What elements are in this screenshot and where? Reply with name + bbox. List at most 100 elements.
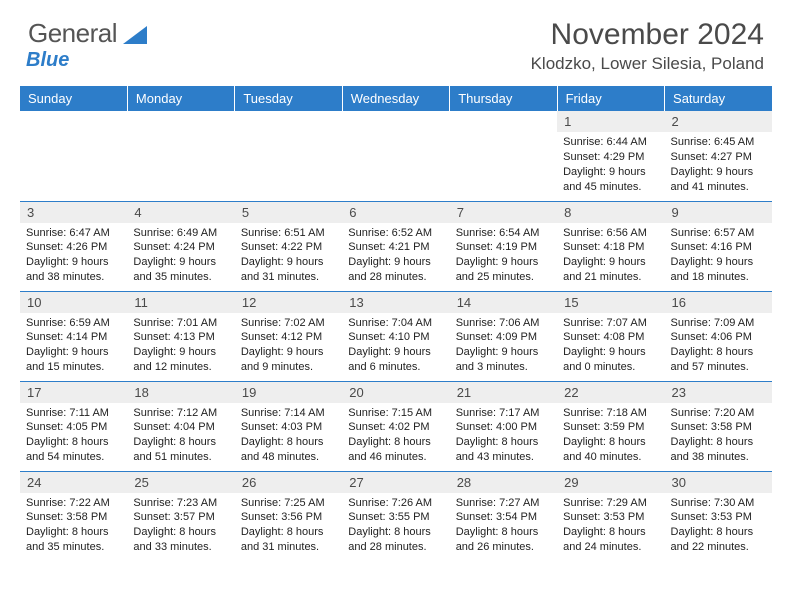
weekday-header: Sunday — [20, 86, 127, 111]
calendar-cell: 5Sunrise: 6:51 AMSunset: 4:22 PMDaylight… — [235, 201, 342, 291]
day-info: Sunrise: 7:25 AMSunset: 3:56 PMDaylight:… — [235, 493, 342, 557]
day-number: 25 — [127, 472, 234, 493]
calendar-cell: 27Sunrise: 7:26 AMSunset: 3:55 PMDayligh… — [342, 471, 449, 561]
calendar-cell: 17Sunrise: 7:11 AMSunset: 4:05 PMDayligh… — [20, 381, 127, 471]
day-number: 29 — [557, 472, 664, 493]
calendar-cell: 23Sunrise: 7:20 AMSunset: 3:58 PMDayligh… — [665, 381, 772, 471]
calendar-cell: 3Sunrise: 6:47 AMSunset: 4:26 PMDaylight… — [20, 201, 127, 291]
day-number: 17 — [20, 382, 127, 403]
day-info: Sunrise: 7:06 AMSunset: 4:09 PMDaylight:… — [450, 313, 557, 377]
calendar-week: 10Sunrise: 6:59 AMSunset: 4:14 PMDayligh… — [20, 291, 772, 381]
day-number: 21 — [450, 382, 557, 403]
calendar-cell: 16Sunrise: 7:09 AMSunset: 4:06 PMDayligh… — [665, 291, 772, 381]
day-number: 26 — [235, 472, 342, 493]
day-number: 27 — [342, 472, 449, 493]
calendar-body: 1Sunrise: 6:44 AMSunset: 4:29 PMDaylight… — [20, 111, 772, 561]
day-number: 2 — [665, 111, 772, 132]
calendar-cell: 30Sunrise: 7:30 AMSunset: 3:53 PMDayligh… — [665, 471, 772, 561]
day-info: Sunrise: 6:57 AMSunset: 4:16 PMDaylight:… — [665, 223, 772, 287]
day-info: Sunrise: 7:04 AMSunset: 4:10 PMDaylight:… — [342, 313, 449, 377]
day-info: Sunrise: 7:12 AMSunset: 4:04 PMDaylight:… — [127, 403, 234, 467]
day-number: 19 — [235, 382, 342, 403]
day-number: 5 — [235, 202, 342, 223]
calendar-cell: 4Sunrise: 6:49 AMSunset: 4:24 PMDaylight… — [127, 201, 234, 291]
weekday-row: SundayMondayTuesdayWednesdayThursdayFrid… — [20, 86, 772, 111]
weekday-header: Friday — [557, 86, 664, 111]
day-number: 16 — [665, 292, 772, 313]
calendar-cell: 28Sunrise: 7:27 AMSunset: 3:54 PMDayligh… — [450, 471, 557, 561]
day-number: 14 — [450, 292, 557, 313]
title-block: November 2024 Klodzko, Lower Silesia, Po… — [531, 18, 764, 74]
logo-sub: Blue — [26, 49, 69, 71]
calendar-cell — [342, 111, 449, 201]
day-info: Sunrise: 7:20 AMSunset: 3:58 PMDaylight:… — [665, 403, 772, 467]
day-number: 4 — [127, 202, 234, 223]
calendar-cell: 21Sunrise: 7:17 AMSunset: 4:00 PMDayligh… — [450, 381, 557, 471]
day-info: Sunrise: 7:09 AMSunset: 4:06 PMDaylight:… — [665, 313, 772, 377]
day-info: Sunrise: 7:07 AMSunset: 4:08 PMDaylight:… — [557, 313, 664, 377]
calendar-cell — [235, 111, 342, 201]
calendar-cell: 22Sunrise: 7:18 AMSunset: 3:59 PMDayligh… — [557, 381, 664, 471]
day-info: Sunrise: 7:29 AMSunset: 3:53 PMDaylight:… — [557, 493, 664, 557]
calendar-cell: 13Sunrise: 7:04 AMSunset: 4:10 PMDayligh… — [342, 291, 449, 381]
day-number: 24 — [20, 472, 127, 493]
calendar-cell: 2Sunrise: 6:45 AMSunset: 4:27 PMDaylight… — [665, 111, 772, 201]
day-info: Sunrise: 7:02 AMSunset: 4:12 PMDaylight:… — [235, 313, 342, 377]
day-info: Sunrise: 7:30 AMSunset: 3:53 PMDaylight:… — [665, 493, 772, 557]
calendar-cell — [20, 111, 127, 201]
day-number: 20 — [342, 382, 449, 403]
day-info: Sunrise: 6:54 AMSunset: 4:19 PMDaylight:… — [450, 223, 557, 287]
day-info: Sunrise: 6:45 AMSunset: 4:27 PMDaylight:… — [665, 132, 772, 196]
day-info: Sunrise: 6:59 AMSunset: 4:14 PMDaylight:… — [20, 313, 127, 377]
calendar-table: SundayMondayTuesdayWednesdayThursdayFrid… — [20, 86, 772, 561]
calendar-cell: 9Sunrise: 6:57 AMSunset: 4:16 PMDaylight… — [665, 201, 772, 291]
calendar-cell — [450, 111, 557, 201]
day-number: 1 — [557, 111, 664, 132]
day-info: Sunrise: 7:27 AMSunset: 3:54 PMDaylight:… — [450, 493, 557, 557]
calendar-week: 17Sunrise: 7:11 AMSunset: 4:05 PMDayligh… — [20, 381, 772, 471]
logo-triangle-icon — [123, 26, 147, 44]
calendar-cell: 25Sunrise: 7:23 AMSunset: 3:57 PMDayligh… — [127, 471, 234, 561]
calendar-cell: 12Sunrise: 7:02 AMSunset: 4:12 PMDayligh… — [235, 291, 342, 381]
header: General Blue November 2024 Klodzko, Lowe… — [0, 0, 792, 82]
calendar-cell: 15Sunrise: 7:07 AMSunset: 4:08 PMDayligh… — [557, 291, 664, 381]
day-number: 23 — [665, 382, 772, 403]
day-number: 10 — [20, 292, 127, 313]
day-number: 30 — [665, 472, 772, 493]
day-info: Sunrise: 7:22 AMSunset: 3:58 PMDaylight:… — [20, 493, 127, 557]
month-title: November 2024 — [531, 18, 764, 52]
calendar-cell: 11Sunrise: 7:01 AMSunset: 4:13 PMDayligh… — [127, 291, 234, 381]
day-number: 11 — [127, 292, 234, 313]
day-info: Sunrise: 6:47 AMSunset: 4:26 PMDaylight:… — [20, 223, 127, 287]
weekday-header: Monday — [127, 86, 234, 111]
calendar-cell — [127, 111, 234, 201]
calendar-cell: 18Sunrise: 7:12 AMSunset: 4:04 PMDayligh… — [127, 381, 234, 471]
calendar-cell: 14Sunrise: 7:06 AMSunset: 4:09 PMDayligh… — [450, 291, 557, 381]
day-number: 7 — [450, 202, 557, 223]
day-number: 15 — [557, 292, 664, 313]
day-info: Sunrise: 7:18 AMSunset: 3:59 PMDaylight:… — [557, 403, 664, 467]
day-info: Sunrise: 6:49 AMSunset: 4:24 PMDaylight:… — [127, 223, 234, 287]
calendar-cell: 10Sunrise: 6:59 AMSunset: 4:14 PMDayligh… — [20, 291, 127, 381]
calendar-cell: 7Sunrise: 6:54 AMSunset: 4:19 PMDaylight… — [450, 201, 557, 291]
calendar-week: 3Sunrise: 6:47 AMSunset: 4:26 PMDaylight… — [20, 201, 772, 291]
weekday-header: Thursday — [450, 86, 557, 111]
day-info: Sunrise: 7:26 AMSunset: 3:55 PMDaylight:… — [342, 493, 449, 557]
day-info: Sunrise: 6:51 AMSunset: 4:22 PMDaylight:… — [235, 223, 342, 287]
day-info: Sunrise: 7:11 AMSunset: 4:05 PMDaylight:… — [20, 403, 127, 467]
day-number: 12 — [235, 292, 342, 313]
weekday-header: Wednesday — [342, 86, 449, 111]
day-info: Sunrise: 7:17 AMSunset: 4:00 PMDaylight:… — [450, 403, 557, 467]
weekday-header: Saturday — [665, 86, 772, 111]
day-info: Sunrise: 6:56 AMSunset: 4:18 PMDaylight:… — [557, 223, 664, 287]
calendar-cell: 8Sunrise: 6:56 AMSunset: 4:18 PMDaylight… — [557, 201, 664, 291]
calendar-cell: 19Sunrise: 7:14 AMSunset: 4:03 PMDayligh… — [235, 381, 342, 471]
calendar-cell: 20Sunrise: 7:15 AMSunset: 4:02 PMDayligh… — [342, 381, 449, 471]
day-number: 13 — [342, 292, 449, 313]
weekday-header: Tuesday — [235, 86, 342, 111]
day-info: Sunrise: 7:23 AMSunset: 3:57 PMDaylight:… — [127, 493, 234, 557]
calendar-cell: 24Sunrise: 7:22 AMSunset: 3:58 PMDayligh… — [20, 471, 127, 561]
logo: General Blue — [28, 18, 147, 72]
location: Klodzko, Lower Silesia, Poland — [531, 54, 764, 74]
day-number: 8 — [557, 202, 664, 223]
